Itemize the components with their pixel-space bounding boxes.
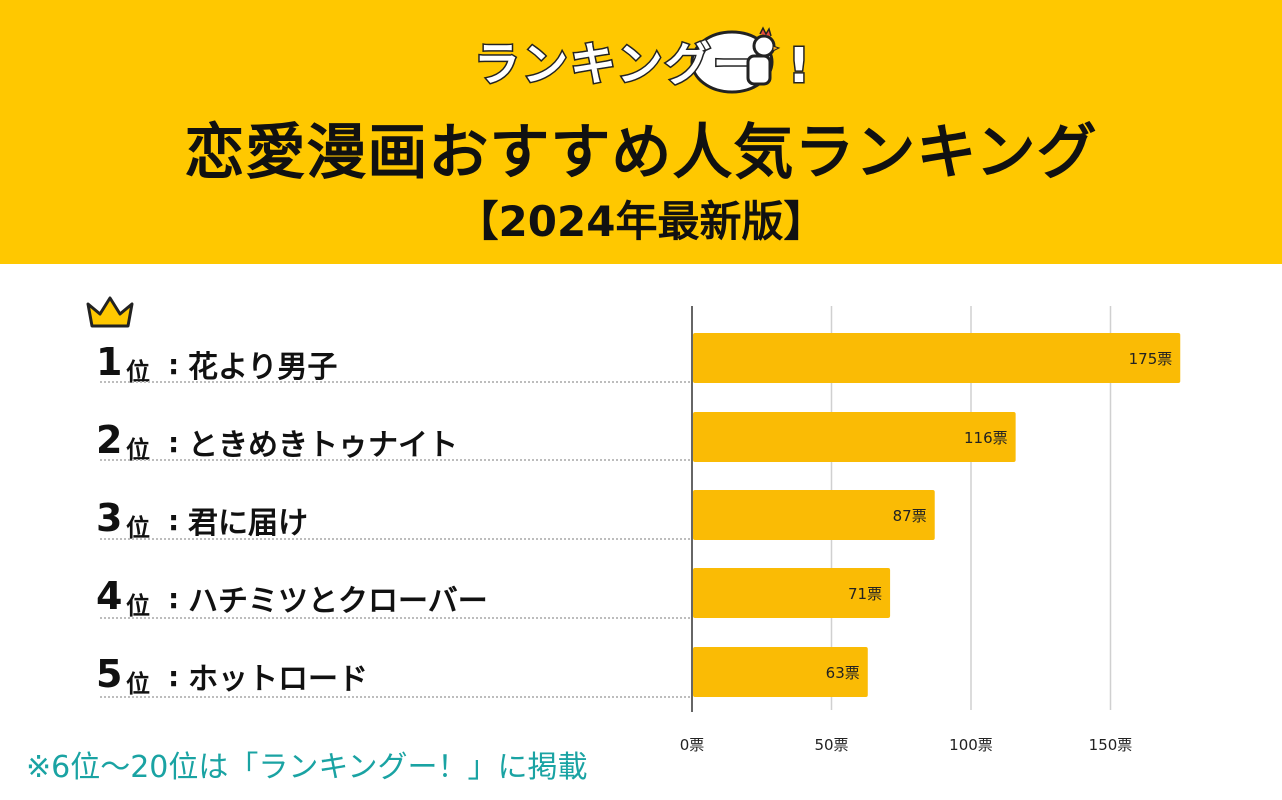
manga-title: 君に届け xyxy=(188,506,308,541)
x-tick-label: 50票 xyxy=(814,736,848,754)
rank-number: 2 xyxy=(96,418,123,462)
ranking-row: 3 位: 君に届け xyxy=(96,496,686,542)
bar-value-label: 71票 xyxy=(848,585,882,603)
bar xyxy=(693,568,891,618)
rank-number: 1 xyxy=(96,340,123,384)
bar-value-label: 175票 xyxy=(1129,350,1173,368)
rank-colon: : xyxy=(168,348,180,381)
row-divider xyxy=(100,617,690,619)
ranking-row: 1 位: 花より男子 xyxy=(96,340,686,386)
rank-colon: : xyxy=(168,504,180,537)
crown-icon xyxy=(86,296,134,328)
row-divider xyxy=(100,696,690,698)
page-subtitle: 【2024年最新版】 xyxy=(456,197,826,246)
manga-title: ホットロード xyxy=(188,662,368,697)
rank-suffix: 位 xyxy=(126,670,150,698)
rank-suffix: 位 xyxy=(126,592,150,620)
bar xyxy=(693,412,1016,462)
x-tick-label: 150票 xyxy=(1089,736,1133,754)
ranking-row: 4 位: ハチミツとクローバー xyxy=(96,574,686,620)
manga-title: ときめきトゥナイト xyxy=(188,428,458,463)
bar-value-label: 63票 xyxy=(826,664,860,682)
page-title: 恋愛漫画おすすめ人気ランキング xyxy=(184,118,1098,188)
bar xyxy=(693,333,1181,383)
rank-colon: : xyxy=(168,660,180,693)
logo-exclaim: ! xyxy=(788,38,810,94)
rank-number: 4 xyxy=(96,574,123,618)
ranking-row: 5 位: ホットロード xyxy=(96,652,686,698)
header-banner: ランキングー ! 恋愛漫画おすすめ人気ランキング 【2024年最新版】 xyxy=(0,0,1282,264)
footer-note[interactable]: ※6位〜20位は「ランキングー！」に掲載 xyxy=(26,750,588,785)
x-tick-label: 0票 xyxy=(680,736,705,754)
rank-suffix: 位 xyxy=(126,514,150,542)
x-tick-label: 100票 xyxy=(949,736,993,754)
ranking-goo-logo: ランキングー ! xyxy=(473,26,811,96)
row-divider xyxy=(100,381,690,383)
svg-text:ランキングー: ランキングー xyxy=(474,37,761,91)
rank-number: 3 xyxy=(96,496,123,540)
manga-title: ハチミツとクローバー xyxy=(188,584,488,619)
bar-value-label: 116票 xyxy=(964,429,1008,447)
bar xyxy=(693,490,935,540)
row-divider xyxy=(100,538,690,540)
rank-colon: : xyxy=(168,582,180,615)
chicken-mascot-icon xyxy=(746,26,781,86)
row-divider xyxy=(100,459,690,461)
rank-number: 5 xyxy=(96,652,123,696)
bar xyxy=(693,647,868,697)
bar-value-label: 87票 xyxy=(893,507,927,525)
rank-colon: : xyxy=(168,426,180,459)
ranking-row: 2 位: ときめきトゥナイト xyxy=(96,418,686,464)
manga-title: 花より男子 xyxy=(188,350,338,385)
